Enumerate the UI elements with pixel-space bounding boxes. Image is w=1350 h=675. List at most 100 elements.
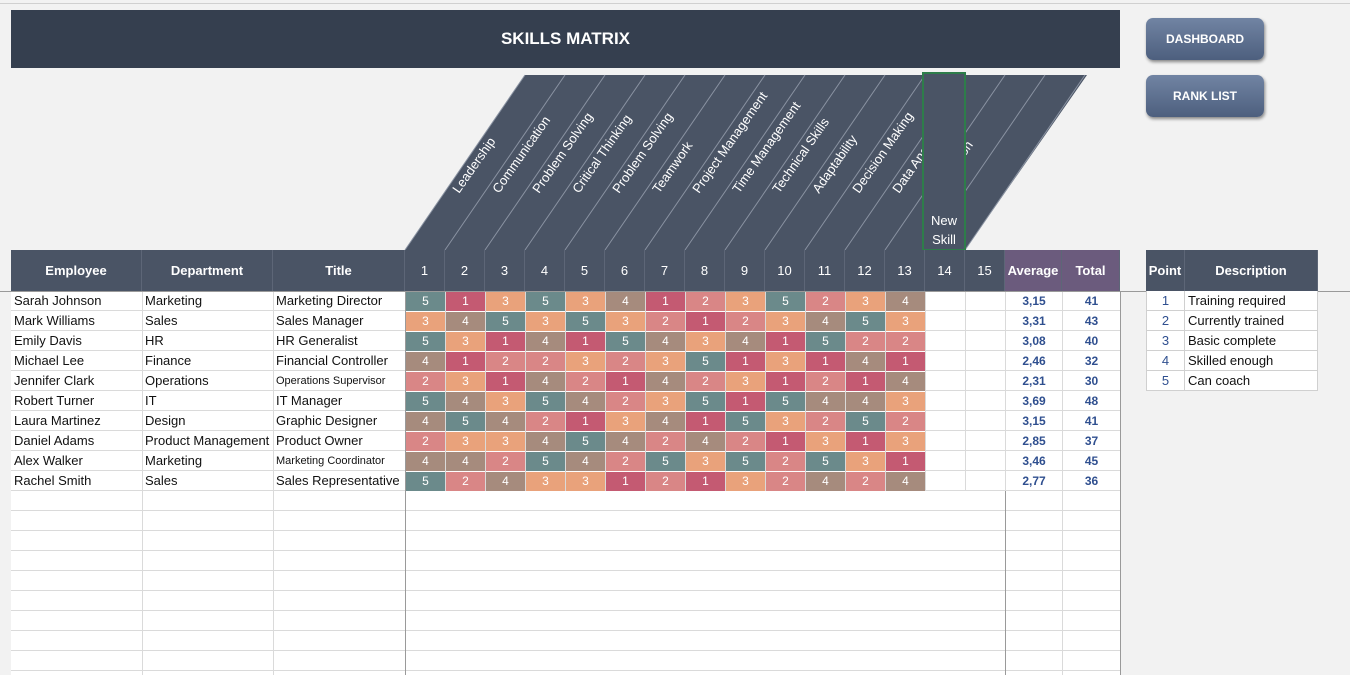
average-cell: 2,85 (1022, 434, 1046, 448)
score-cell: 2 (686, 372, 725, 391)
legend-description: Skilled enough (1185, 351, 1318, 371)
department-cell: Finance (145, 353, 192, 368)
score-cell: 2 (846, 472, 885, 491)
score-cell: 5 (686, 392, 725, 411)
total-cell: 43 (1084, 314, 1099, 328)
title-bar: SKILLS MATRIX (11, 10, 1120, 68)
column-header: Employee (11, 250, 142, 291)
department-cell: HR (145, 333, 164, 348)
dashboard-button[interactable]: DASHBOARD (1146, 18, 1264, 60)
total-header: Total (1062, 250, 1120, 291)
score-cell: 3 (566, 292, 605, 311)
skill-divider (604, 74, 726, 251)
skill-divider (804, 74, 926, 251)
score-cell: 4 (726, 332, 765, 351)
score-cell: 5 (406, 332, 445, 351)
row-grid (11, 671, 1120, 675)
score-cell: 4 (526, 372, 565, 391)
score-cell: 2 (726, 312, 765, 331)
average-cell: 3,15 (1022, 414, 1046, 428)
score-cell: 4 (806, 392, 845, 411)
legend-point: 4 (1146, 351, 1185, 371)
score-cell: 4 (446, 312, 485, 331)
score-cell: 5 (526, 452, 565, 471)
average-cell: 2,77 (1022, 474, 1046, 488)
score-cell: 5 (806, 452, 845, 471)
score-cell: 4 (886, 292, 925, 311)
legend-description: Currently trained (1185, 311, 1318, 331)
score-cell: 5 (726, 412, 765, 431)
employee-cell: Laura Martinez (14, 413, 101, 428)
score-cell: 1 (446, 352, 485, 371)
title-cell: Sales Manager (276, 313, 364, 328)
title-cell: Graphic Designer (276, 413, 378, 428)
skill-number: 7 (645, 250, 685, 291)
score-cell: 1 (886, 452, 925, 471)
score-cell: 3 (726, 292, 765, 311)
score-cell: 2 (646, 472, 685, 491)
skill-divider (564, 74, 686, 251)
score-cell: 3 (486, 292, 525, 311)
average-cell: 2,31 (1022, 374, 1046, 388)
score-cell: 2 (606, 452, 645, 471)
skill-number: 8 (685, 250, 725, 291)
score-cell: 5 (526, 392, 565, 411)
skill-number: 15 (965, 250, 1005, 291)
legend-point: 1 (1146, 291, 1185, 311)
score-cell: 1 (486, 332, 525, 351)
score-cell: 3 (446, 332, 485, 351)
total-cell: 37 (1084, 434, 1099, 448)
score-cell: 3 (486, 432, 525, 451)
employee-cell: Jennifer Clark (14, 373, 95, 388)
score-cell: 5 (806, 332, 845, 351)
employee-cell: Sarah Johnson (14, 293, 102, 308)
employee-cell: Alex Walker (14, 453, 83, 468)
score-cell: 1 (686, 312, 725, 331)
column-grid (565, 291, 566, 491)
skill-number: 2 (445, 250, 485, 291)
score-cell: 3 (726, 372, 765, 391)
row-grid (11, 591, 1120, 611)
skill-divider (964, 74, 1086, 251)
score-cell: 3 (686, 332, 725, 351)
column-grid (765, 291, 766, 491)
score-cell: 2 (486, 352, 525, 371)
row-grid (11, 571, 1120, 591)
score-cell: 3 (766, 352, 805, 371)
score-cell: 1 (606, 472, 645, 491)
score-cell: 3 (486, 392, 525, 411)
total-cell: 36 (1084, 474, 1099, 488)
column-grid (645, 291, 646, 491)
skill-divider (684, 74, 806, 251)
score-cell: 1 (606, 372, 645, 391)
score-cell: 2 (726, 432, 765, 451)
score-cell: 4 (806, 312, 845, 331)
score-cell: 4 (806, 472, 845, 491)
row-grid (11, 491, 1120, 511)
score-cell: 5 (566, 312, 605, 331)
employee-cell: Mark Williams (14, 313, 95, 328)
score-cell: 5 (606, 332, 645, 351)
title-cell: Financial Controller (276, 353, 388, 368)
score-cell: 5 (846, 312, 885, 331)
title-cell: Marketing Coordinator (276, 455, 385, 467)
rank-list-button[interactable]: RANK LIST (1146, 75, 1264, 117)
score-cell: 2 (766, 452, 805, 471)
legend-header: Point (1146, 250, 1185, 291)
legend-description: Can coach (1185, 371, 1318, 391)
total-cell: 41 (1084, 414, 1099, 428)
title-cell: Operations Supervisor (276, 375, 386, 387)
column-grid (925, 291, 926, 491)
score-cell: 5 (566, 432, 605, 451)
score-cell: 4 (406, 452, 445, 471)
score-cell: 2 (406, 372, 445, 391)
score-cell: 1 (766, 332, 805, 351)
column-grid (605, 291, 606, 491)
score-cell: 5 (646, 452, 685, 471)
row-grid (11, 611, 1120, 631)
average-cell: 2,46 (1022, 354, 1046, 368)
department-cell: Product Management (145, 433, 270, 448)
score-cell: 1 (486, 372, 525, 391)
score-cell: 3 (846, 452, 885, 471)
score-cell: 3 (566, 352, 605, 371)
